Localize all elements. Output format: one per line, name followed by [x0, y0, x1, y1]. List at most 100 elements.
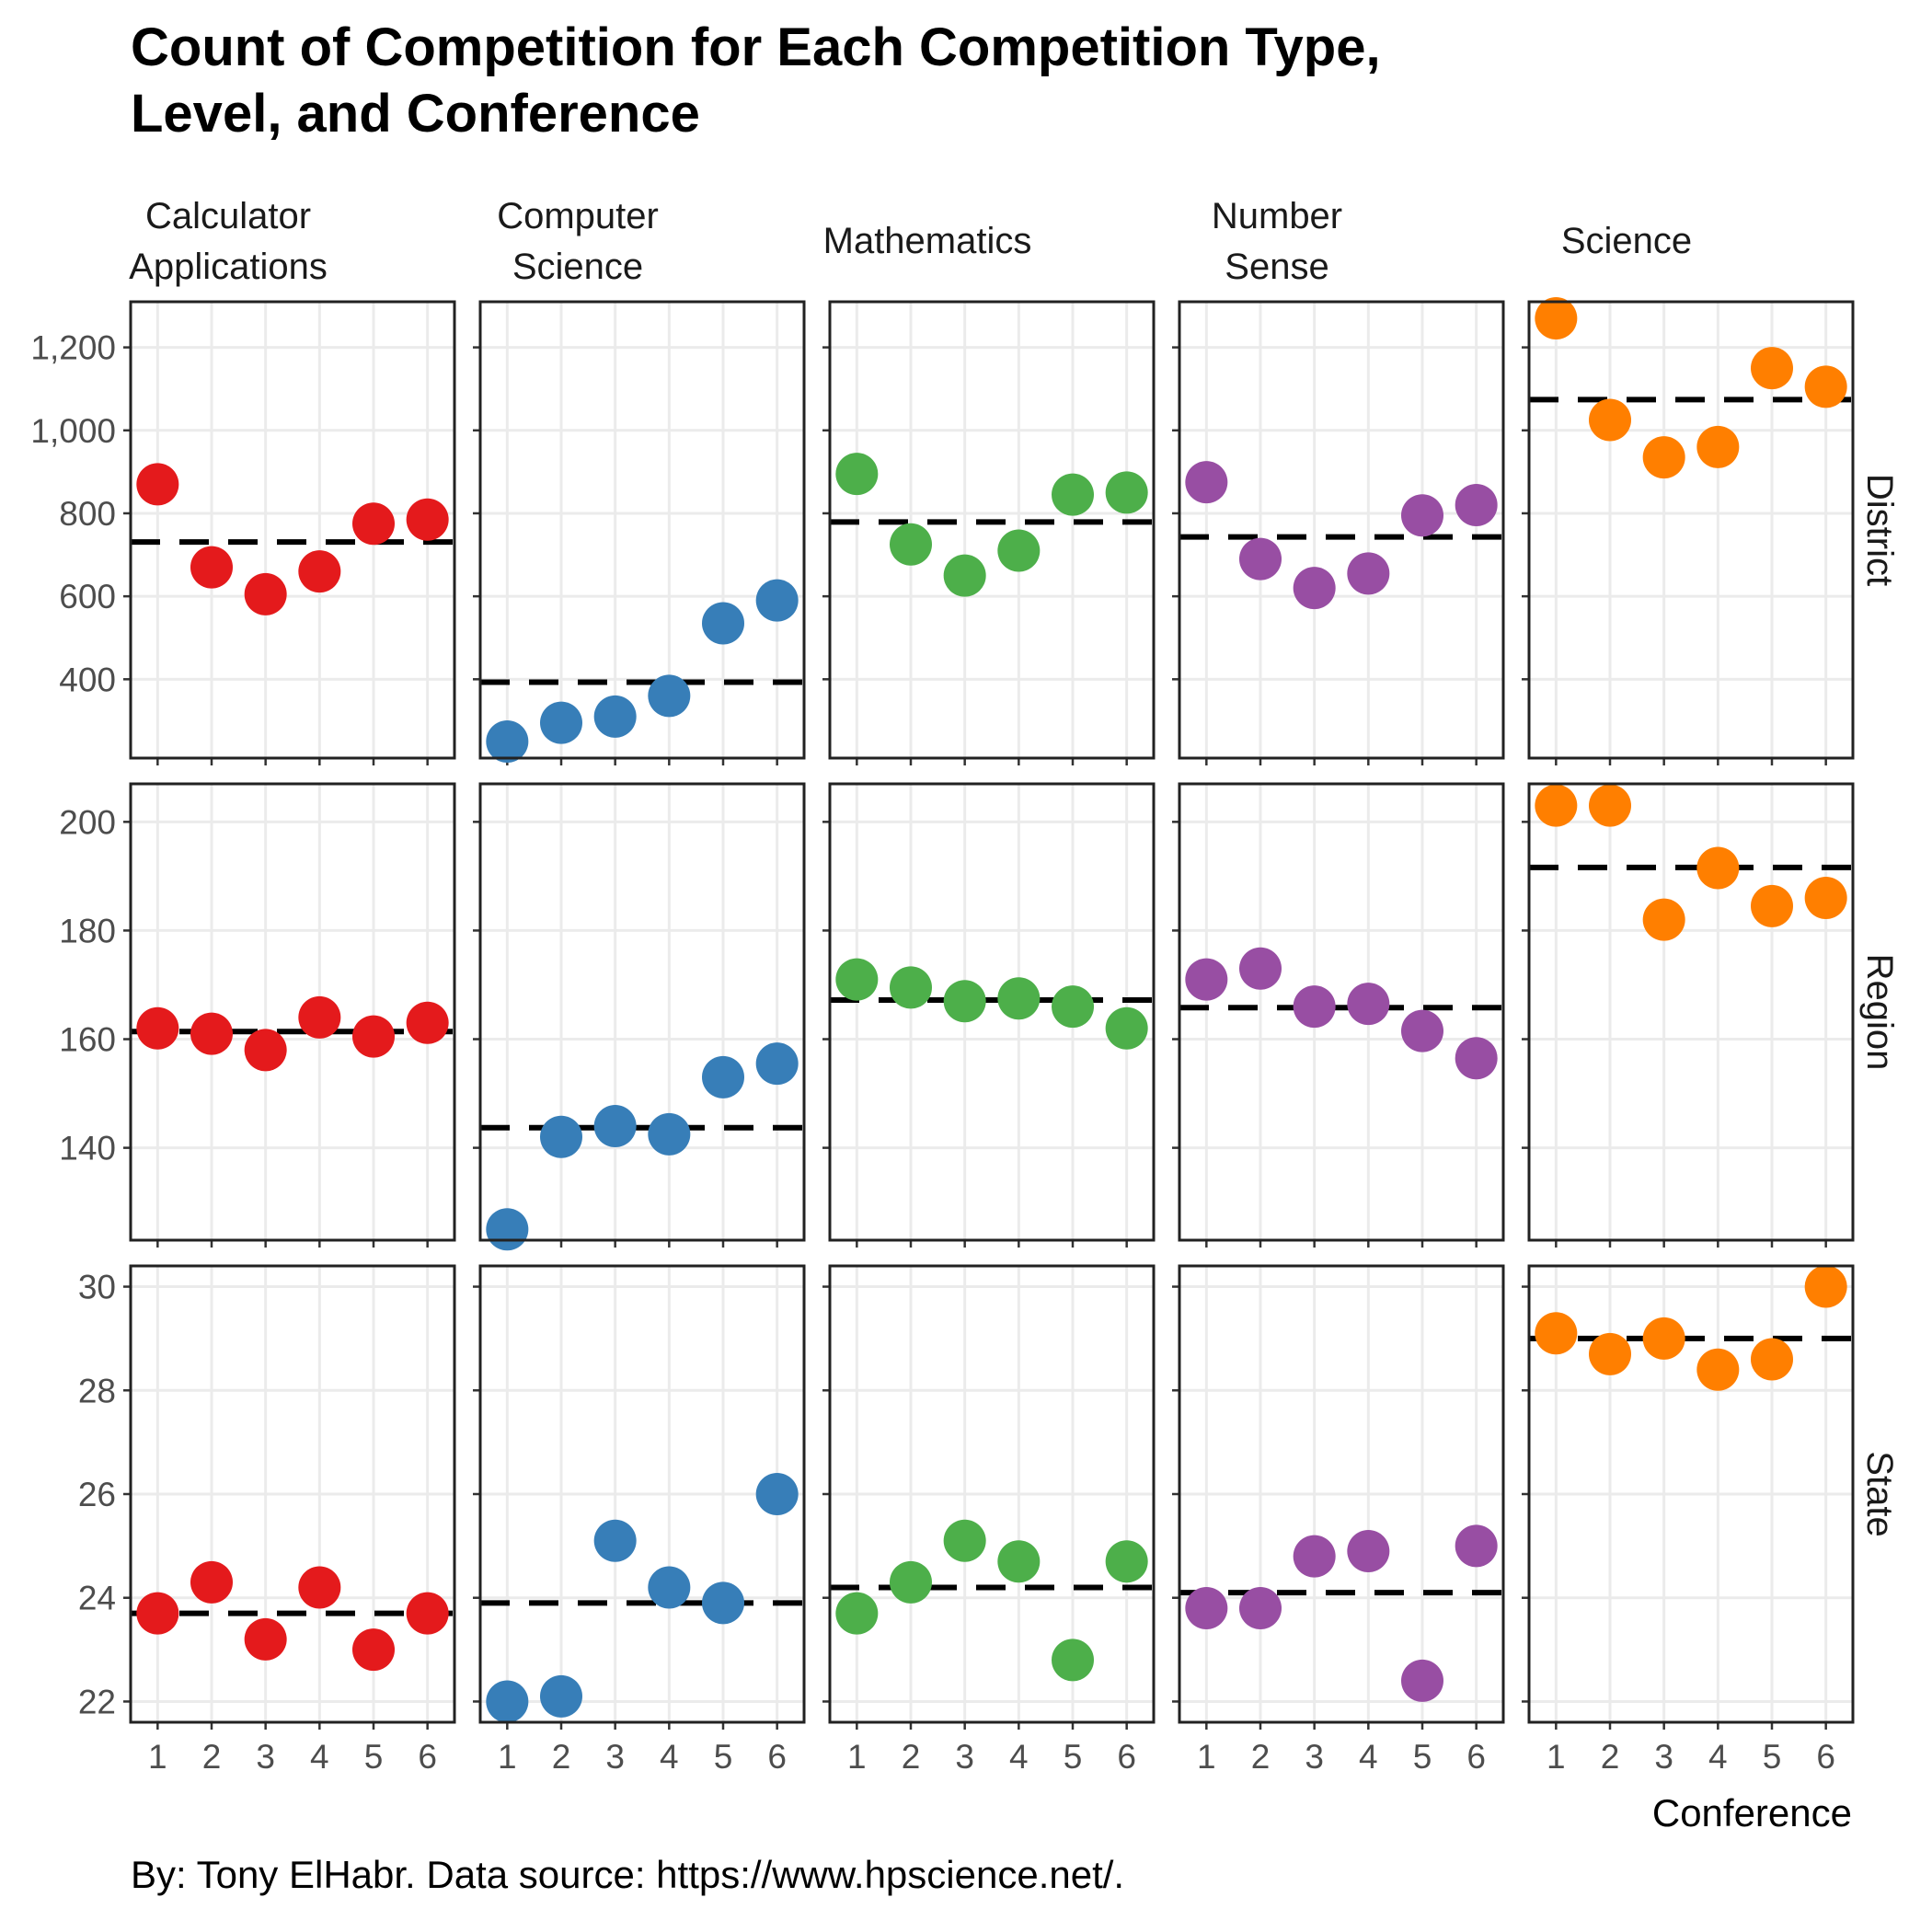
x-tick-label-mathematics-3: 3 — [955, 1738, 974, 1776]
panel-border-region-science — [1527, 782, 1855, 1242]
y-tick-label-region-2: 180 — [59, 912, 116, 949]
x-tick-label-calculator-applications-5: 5 — [364, 1738, 384, 1776]
point-state-number-sense-2 — [1239, 1587, 1282, 1629]
point-district-mathematics-1 — [835, 453, 879, 496]
point-state-science-4 — [1696, 1348, 1740, 1391]
point-region-calculator-applications-5 — [352, 1015, 395, 1058]
panel-border-district-computer-science — [478, 300, 806, 760]
point-district-mathematics-3 — [943, 554, 986, 597]
panel-border-district-calculator-applications — [129, 300, 456, 760]
point-state-number-sense-1 — [1185, 1587, 1228, 1629]
y-tick-label-region-1: 160 — [59, 1021, 116, 1059]
point-district-science-4 — [1696, 425, 1740, 468]
point-district-calculator-applications-5 — [352, 502, 395, 546]
point-region-calculator-applications-1 — [136, 1006, 179, 1050]
point-state-number-sense-4 — [1347, 1530, 1390, 1572]
strip-label-calculator-applications-2: Applications — [129, 247, 328, 287]
x-tick-label-calculator-applications-4: 4 — [310, 1738, 329, 1776]
point-district-number-sense-1 — [1185, 461, 1228, 504]
point-district-science-2 — [1589, 398, 1631, 442]
point-state-mathematics-6 — [1105, 1540, 1148, 1583]
y-tick-label-state-0: 22 — [78, 1683, 116, 1720]
x-tick-label-mathematics-4: 4 — [1009, 1738, 1029, 1776]
row-label-region: Region — [1859, 954, 1900, 1071]
x-tick-label-computer-science-5: 5 — [714, 1738, 733, 1776]
point-district-calculator-applications-3 — [244, 572, 287, 615]
point-region-number-sense-4 — [1347, 983, 1390, 1026]
point-state-calculator-applications-2 — [190, 1560, 233, 1604]
strip-label-number-sense-1: Number — [1212, 196, 1342, 236]
panel-border-region-computer-science — [478, 782, 806, 1242]
y-tick-label-region-0: 140 — [59, 1130, 116, 1167]
point-state-science-6 — [1804, 1265, 1847, 1308]
y-tick-label-region-3: 200 — [59, 803, 116, 841]
y-tick-label-district-1: 600 — [59, 578, 116, 615]
y-tick-label-district-2: 800 — [59, 495, 116, 533]
x-tick-label-calculator-applications-3: 3 — [256, 1738, 275, 1776]
point-state-mathematics-5 — [1052, 1639, 1094, 1682]
point-state-science-3 — [1642, 1317, 1685, 1360]
point-district-computer-science-3 — [593, 695, 637, 738]
point-state-science-2 — [1589, 1332, 1631, 1375]
point-state-science-1 — [1535, 1312, 1578, 1355]
x-tick-label-mathematics-2: 2 — [902, 1738, 921, 1776]
x-tick-label-number-sense-2: 2 — [1251, 1738, 1271, 1776]
point-district-mathematics-6 — [1105, 471, 1148, 514]
point-district-computer-science-1 — [486, 719, 529, 763]
point-district-mathematics-5 — [1052, 473, 1094, 516]
x-tick-label-number-sense-3: 3 — [1305, 1738, 1324, 1776]
x-tick-label-science-3: 3 — [1654, 1738, 1673, 1776]
point-district-calculator-applications-6 — [406, 498, 449, 541]
point-district-number-sense-6 — [1455, 483, 1498, 526]
strip-label-number-sense-2: Sense — [1225, 247, 1328, 287]
point-region-number-sense-5 — [1401, 1009, 1443, 1052]
y-tick-label-state-4: 30 — [78, 1269, 116, 1306]
point-district-computer-science-6 — [755, 579, 799, 622]
facet-panels: Calculator Applications Computer Science Mat… — [30, 196, 1900, 1776]
point-district-mathematics-2 — [890, 523, 932, 566]
point-region-computer-science-5 — [702, 1055, 744, 1098]
point-state-computer-science-6 — [755, 1473, 799, 1515]
x-tick-label-number-sense-5: 5 — [1413, 1738, 1432, 1776]
x-tick-label-computer-science-2: 2 — [552, 1738, 571, 1776]
point-state-calculator-applications-6 — [406, 1592, 449, 1635]
y-tick-label-state-2: 26 — [78, 1476, 116, 1513]
point-region-calculator-applications-4 — [298, 995, 341, 1039]
point-state-computer-science-5 — [702, 1581, 744, 1625]
point-district-science-5 — [1751, 347, 1793, 390]
point-state-computer-science-2 — [540, 1674, 582, 1718]
panel-border-state-calculator-applications — [129, 1264, 456, 1724]
strip-label-computer-science-1: Computer — [497, 196, 659, 236]
x-tick-label-computer-science-3: 3 — [605, 1738, 625, 1776]
point-state-mathematics-4 — [997, 1540, 1041, 1583]
chart-title-line-2: Level, and Conference — [131, 84, 700, 144]
point-region-mathematics-4 — [997, 977, 1041, 1020]
point-region-science-1 — [1535, 784, 1578, 827]
row-label-district: District — [1859, 474, 1900, 586]
point-state-mathematics-1 — [835, 1592, 879, 1635]
point-region-computer-science-1 — [486, 1208, 529, 1251]
point-state-calculator-applications-4 — [298, 1566, 341, 1609]
point-region-mathematics-3 — [943, 980, 986, 1023]
panel-border-region-number-sense — [1178, 782, 1505, 1242]
point-region-number-sense-1 — [1185, 958, 1228, 1001]
x-tick-label-science-4: 4 — [1708, 1738, 1728, 1776]
point-district-number-sense-3 — [1293, 567, 1336, 610]
point-region-science-5 — [1751, 884, 1793, 927]
x-tick-label-calculator-applications-1: 1 — [148, 1738, 167, 1776]
row-label-state: State — [1859, 1451, 1900, 1536]
chart-caption: By: Tony ElHabr. Data source: https://ww… — [131, 1853, 1124, 1896]
strip-label-calculator-applications-1: Calculator — [145, 196, 311, 236]
point-region-number-sense-3 — [1293, 985, 1336, 1029]
point-region-calculator-applications-3 — [244, 1029, 287, 1072]
y-tick-label-district-3: 1,000 — [30, 412, 116, 450]
chart-title-line-1: Count of Competition for Each Competitio… — [131, 17, 1381, 77]
x-tick-label-number-sense-1: 1 — [1197, 1738, 1216, 1776]
y-tick-label-state-1: 24 — [78, 1580, 116, 1617]
point-state-number-sense-5 — [1401, 1659, 1443, 1702]
y-tick-label-district-4: 1,200 — [30, 329, 116, 367]
x-axis-title: Conference — [1652, 1791, 1852, 1834]
point-region-number-sense-6 — [1455, 1037, 1498, 1080]
x-tick-label-mathematics-6: 6 — [1117, 1738, 1136, 1776]
